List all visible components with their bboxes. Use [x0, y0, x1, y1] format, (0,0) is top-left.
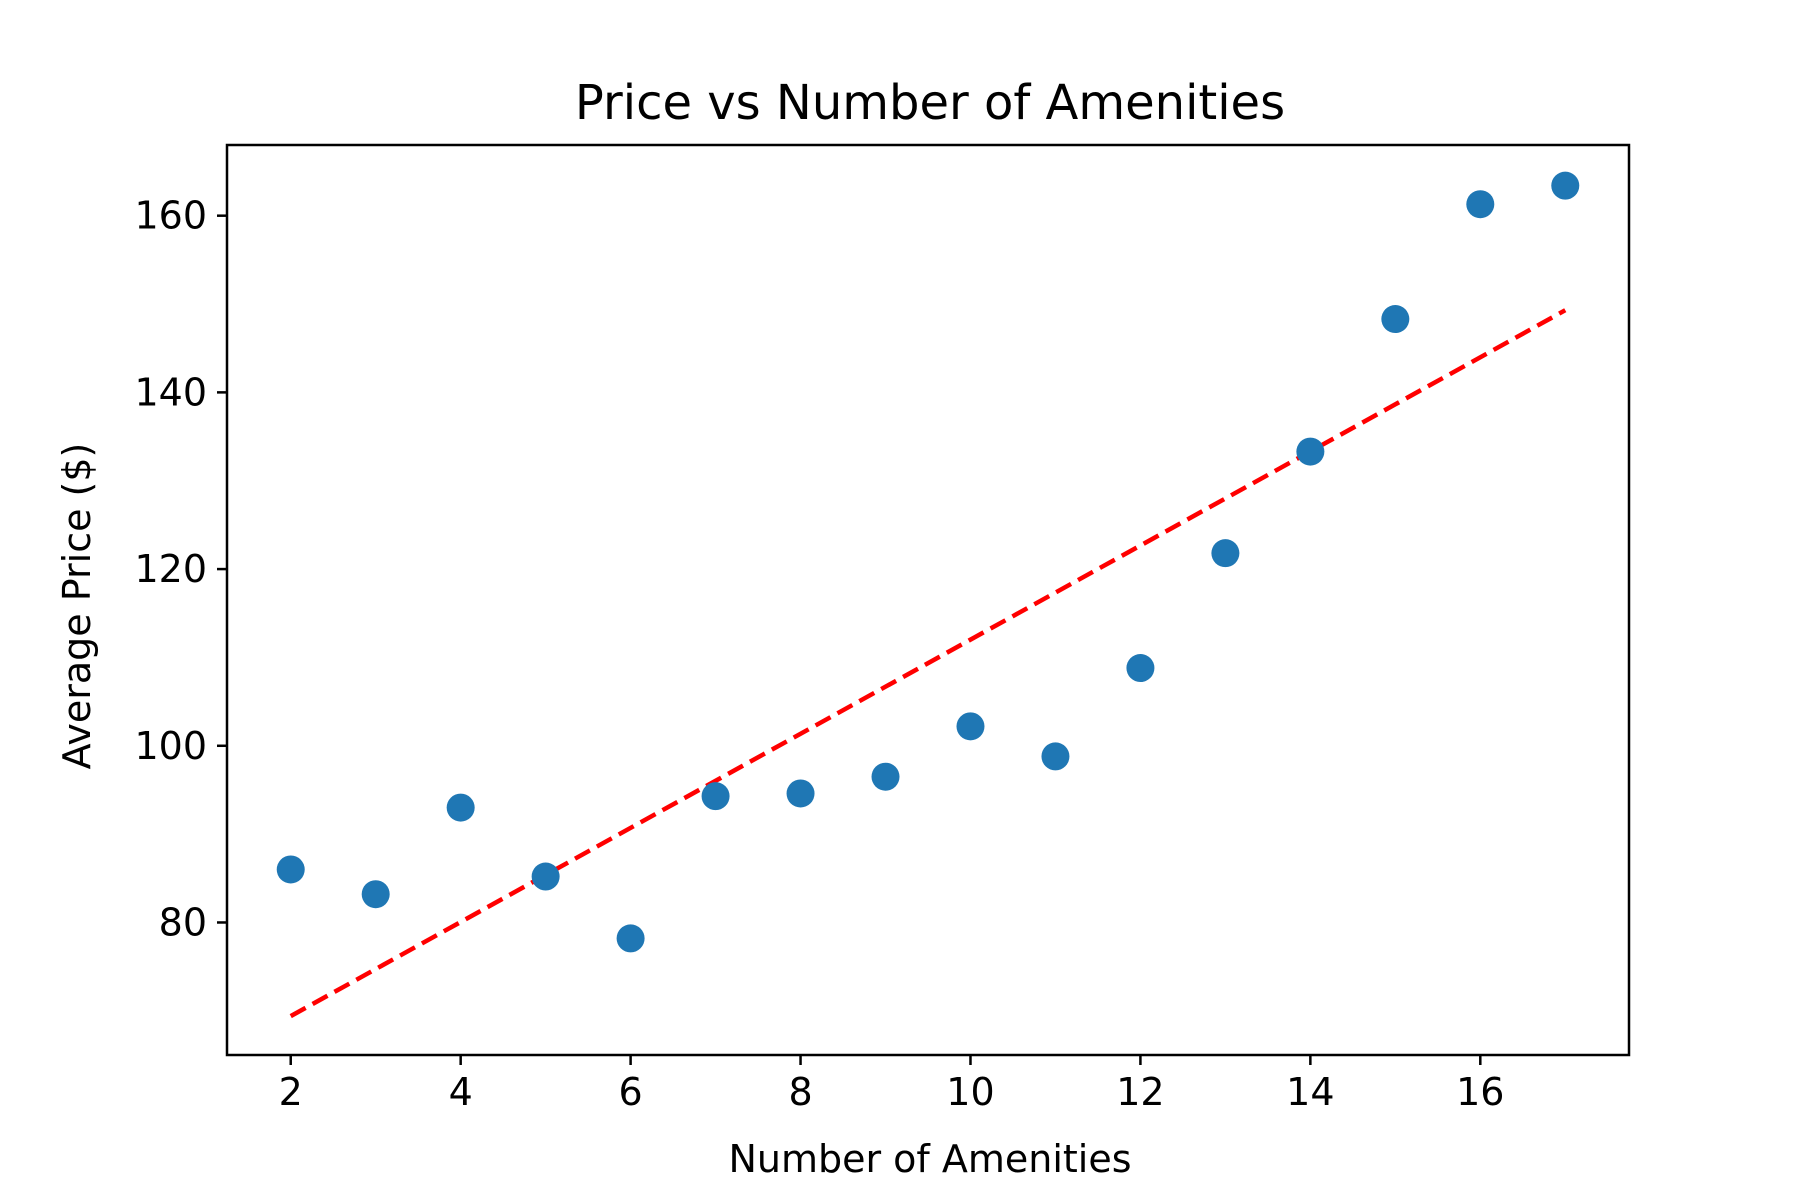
- chart-title: Price vs Number of Amenities: [575, 75, 1285, 131]
- data-point: [1466, 190, 1495, 219]
- x-tick-label: 6: [619, 1070, 643, 1114]
- axes: 2 4 6 8 10 12 14 16 80 100 120 140 160: [134, 143, 1631, 1114]
- data-point: [701, 782, 730, 811]
- x-tick-label: 8: [788, 1070, 812, 1114]
- data-point: [1041, 742, 1070, 771]
- data-point: [786, 779, 815, 808]
- data-point: [276, 855, 305, 884]
- data-point: [1296, 437, 1325, 466]
- data-point: [616, 924, 645, 953]
- y-axis-label: Average Price ($): [55, 443, 99, 770]
- data-point: [1126, 654, 1155, 683]
- data-point: [871, 762, 900, 791]
- x-tick-label: 16: [1456, 1070, 1504, 1114]
- y-tick-label: 100: [134, 724, 207, 768]
- data-point: [531, 862, 560, 891]
- y-tick-label: 80: [159, 900, 207, 944]
- y-tick-label: 160: [134, 194, 207, 238]
- x-tick-label: 2: [279, 1070, 303, 1114]
- data-point: [1551, 171, 1580, 200]
- x-axis-label: Number of Amenities: [728, 1137, 1131, 1181]
- data-point: [1211, 539, 1240, 568]
- y-tick-label: 120: [134, 547, 207, 591]
- trend-line: [289, 308, 1567, 1019]
- data-point: [956, 712, 985, 741]
- x-tick-label: 4: [449, 1070, 473, 1114]
- data-point: [361, 880, 390, 909]
- x-tick-label: 12: [1116, 1070, 1164, 1114]
- data-point: [446, 793, 475, 822]
- plot-area: [276, 171, 1580, 1019]
- data-point: [1381, 305, 1410, 334]
- x-tick-label: 14: [1286, 1070, 1334, 1114]
- plot-frame: [225, 143, 1631, 1057]
- x-tick-label: 10: [946, 1070, 994, 1114]
- y-tick-label: 140: [134, 370, 207, 414]
